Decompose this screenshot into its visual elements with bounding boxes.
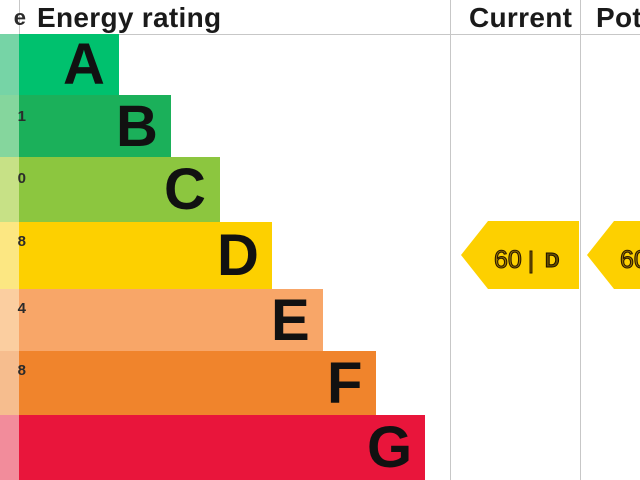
svg-text:D: D [545, 250, 559, 272]
svg-text:|: | [528, 247, 534, 273]
svg-text:60: 60 [620, 246, 640, 274]
svg-text:60: 60 [494, 246, 522, 274]
